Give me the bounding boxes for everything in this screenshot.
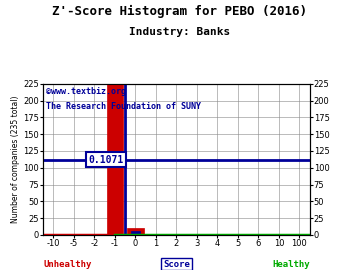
Text: Unhealthy: Unhealthy xyxy=(43,260,91,269)
Text: 0.1071: 0.1071 xyxy=(88,155,123,165)
Bar xyxy=(127,228,144,235)
Text: Healthy: Healthy xyxy=(272,260,310,269)
Text: ©www.textbiz.org: ©www.textbiz.org xyxy=(46,87,126,96)
Text: Z'-Score Histogram for PEBO (2016): Z'-Score Histogram for PEBO (2016) xyxy=(53,5,307,18)
Text: The Research Foundation of SUNY: The Research Foundation of SUNY xyxy=(46,102,201,111)
Bar xyxy=(131,231,140,235)
Y-axis label: Number of companies (235 total): Number of companies (235 total) xyxy=(12,96,21,223)
Bar xyxy=(107,84,123,235)
Text: Industry: Banks: Industry: Banks xyxy=(129,27,231,37)
Text: Score: Score xyxy=(163,260,190,269)
